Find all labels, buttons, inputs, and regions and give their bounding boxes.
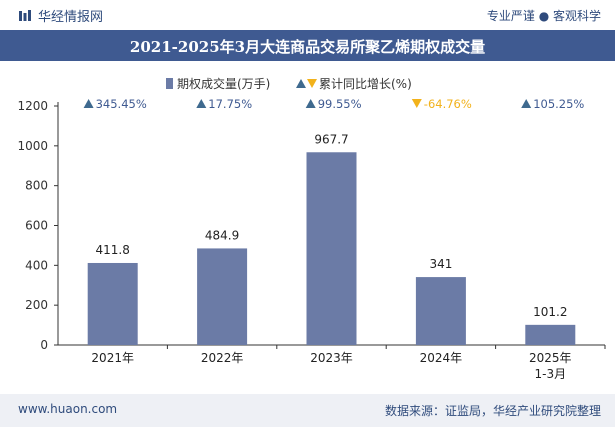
title-bar	[0, 30, 615, 61]
growth-labels: 345.45% 17.75% 99.55% -64.76% 105.25%	[83, 97, 584, 111]
legend-up-triangle	[296, 79, 306, 88]
y-tick-label: 800	[25, 179, 48, 193]
growth-label: 345.45%	[96, 97, 147, 111]
growth-label: -64.76%	[424, 97, 472, 111]
y-tick-label: 0	[40, 338, 48, 352]
x-tick-label: 2023年	[310, 351, 353, 365]
legend-bar-label: 期权成交量(万手)	[177, 76, 270, 91]
bar	[87, 262, 138, 345]
growth-up-triangle	[305, 99, 316, 108]
chart-title: 2021-2025年3月大连商品交易所聚乙烯期权成交量	[129, 38, 486, 56]
x-tick-label: 2021年	[91, 351, 134, 365]
growth-up-triangle	[521, 99, 532, 108]
footer	[0, 394, 615, 427]
bar	[415, 277, 466, 345]
brand-logo-icon	[19, 9, 31, 21]
y-tick-label: 200	[25, 298, 48, 312]
legend-down-triangle	[307, 79, 317, 88]
growth-label: 105.25%	[533, 97, 584, 111]
y-tick-label: 400	[25, 258, 48, 272]
bars: 411.8 2021年 484.9 2022年 967.7 2023年 341 2024年 10…	[87, 132, 606, 381]
data-source: 数据来源：证监局，华经产业研究院整理	[384, 404, 601, 418]
y-tick-label: 1200	[17, 99, 48, 113]
x-tick-label: 2024年	[420, 351, 463, 365]
bar-value-label: 411.8	[96, 243, 130, 257]
growth-label: 17.75%	[208, 97, 252, 111]
legend-bar-swatch	[166, 78, 173, 89]
website-link[interactable]: www.huaon.com	[18, 402, 118, 416]
growth-down-triangle	[411, 99, 422, 108]
brand-name: 华经情报网	[38, 10, 104, 25]
growth-up-triangle	[196, 99, 207, 108]
growth-label: 99.55%	[318, 97, 362, 111]
tagline: 专业严谨 ● 客观科学	[486, 9, 601, 23]
bar-value-label: 484.9	[205, 228, 239, 242]
bar	[306, 152, 357, 345]
bar-value-label: 341	[429, 257, 452, 271]
growth-up-triangle	[83, 99, 94, 108]
bar-value-label: 101.2	[533, 305, 567, 319]
y-tick-label: 1000	[17, 139, 48, 153]
top-bar: 华经情报网 专业严谨 ● 客观科学	[0, 0, 615, 30]
x-tick-label: 2025年 1-3月	[529, 351, 572, 381]
chart: 期权成交量(万手) 累计同比增长(%) 0 200 400 600 800 1000 1200…	[17, 76, 606, 381]
legend-growth-label: 累计同比增长(%)	[319, 77, 412, 91]
brand[interactable]: 华经情报网	[18, 6, 103, 25]
bar	[525, 324, 576, 345]
y-tick-label: 600	[25, 219, 48, 233]
bar	[197, 248, 248, 345]
x-tick-label: 2022年	[201, 351, 244, 365]
bar-value-label: 967.7	[314, 132, 348, 146]
legend: 期权成交量(万手) 累计同比增长(%)	[166, 76, 412, 91]
